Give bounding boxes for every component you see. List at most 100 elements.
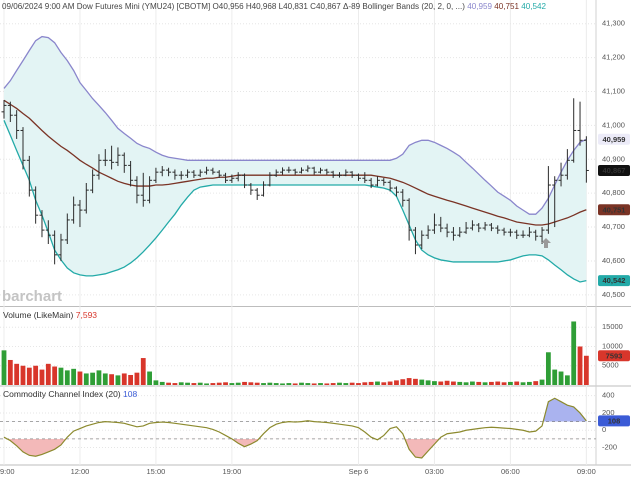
volume-bar bbox=[229, 383, 235, 385]
cci-tag: 108 bbox=[608, 416, 621, 425]
volume-bar bbox=[438, 381, 444, 385]
volume-bar bbox=[419, 379, 425, 385]
upper-band-tag-bg bbox=[598, 133, 630, 145]
header-text: 09/06/2024 9:00 AM Dow Futures Mini (YMU… bbox=[2, 2, 465, 11]
y-tick-label: 41,200 bbox=[602, 53, 625, 62]
volume-bar bbox=[121, 373, 127, 385]
volume-bar bbox=[210, 383, 216, 385]
volume-title-text: Volume (LikeMain) bbox=[3, 310, 74, 320]
volume-bar bbox=[330, 383, 336, 385]
volume-bar bbox=[45, 363, 51, 385]
volume-bar bbox=[242, 381, 247, 385]
volume-bar bbox=[115, 375, 121, 385]
volume-bar bbox=[292, 383, 298, 385]
volume-bar bbox=[223, 382, 228, 385]
y-tick-label: 200 bbox=[602, 408, 615, 417]
volume-bar bbox=[324, 383, 330, 385]
y-tick-label: 41,000 bbox=[602, 120, 625, 129]
volume-bar bbox=[337, 382, 342, 385]
volume-bar bbox=[552, 369, 558, 385]
volume-bar bbox=[83, 373, 89, 385]
volume-bar bbox=[476, 381, 482, 385]
volume-bar bbox=[318, 383, 323, 385]
middle-band-tag-bg bbox=[598, 204, 630, 216]
volume-bar bbox=[96, 370, 102, 385]
volume-bar bbox=[482, 382, 488, 385]
lower-band-value: 40,542 bbox=[521, 2, 546, 11]
band-line bbox=[3, 35, 587, 215]
volume-bar bbox=[71, 368, 77, 385]
volume-bar bbox=[134, 372, 140, 385]
volume-bar bbox=[14, 363, 20, 385]
volume-bar bbox=[539, 379, 545, 385]
volume-bar bbox=[90, 372, 96, 385]
volume-bar bbox=[64, 370, 70, 385]
volume-bar bbox=[280, 383, 285, 385]
volume-bar bbox=[375, 381, 380, 385]
volume-bar bbox=[172, 383, 178, 385]
volume-tag-bg bbox=[598, 350, 630, 362]
upper-band-tag: 40,959 bbox=[603, 135, 626, 144]
volume-bar bbox=[311, 383, 317, 385]
y-tick-label: 400 bbox=[602, 391, 615, 400]
volume-bar bbox=[7, 359, 13, 385]
volume-title: Volume (LikeMain) 7,593 bbox=[3, 310, 97, 320]
volume-bar bbox=[381, 382, 387, 385]
price-header: 09/06/2024 9:00 AM Dow Futures Mini (YMU… bbox=[2, 2, 546, 11]
volume-bar bbox=[39, 369, 45, 385]
volume-bar bbox=[191, 383, 197, 385]
volume-bar bbox=[77, 371, 83, 385]
volume-bar bbox=[526, 381, 532, 385]
y-tick-label: 0 bbox=[602, 425, 606, 434]
volume-bar bbox=[470, 381, 475, 385]
volume-bar bbox=[286, 383, 292, 385]
y-tick-label: 15000 bbox=[602, 322, 623, 331]
band-line bbox=[3, 120, 587, 283]
x-tick-label: 03:00 bbox=[425, 467, 444, 476]
volume-bar bbox=[577, 346, 583, 385]
volume-bar bbox=[349, 382, 355, 385]
volume-bar bbox=[520, 382, 526, 385]
volume-bar bbox=[451, 381, 456, 385]
lower-band-tag: 40,542 bbox=[603, 276, 626, 285]
volume-bar bbox=[387, 381, 393, 385]
volume-bar bbox=[564, 375, 570, 385]
x-tick-label: 19:00 bbox=[222, 467, 241, 476]
volume-bar bbox=[147, 371, 152, 385]
watermark: barchart bbox=[2, 288, 62, 305]
volume-bar bbox=[299, 382, 304, 385]
volume-bar bbox=[508, 381, 513, 385]
volume-tag: 7593 bbox=[606, 351, 623, 360]
volume-bar bbox=[489, 381, 494, 385]
x-tick-label: 9:00 bbox=[0, 467, 15, 476]
volume-bar bbox=[33, 365, 39, 385]
volume-bar bbox=[368, 381, 374, 385]
cci-title-text: Commodity Channel Index (20) bbox=[3, 389, 121, 399]
cci-title: Commodity Channel Index (20) 108 bbox=[3, 389, 137, 399]
y-tick-label: 10000 bbox=[602, 341, 623, 350]
volume-bar bbox=[273, 383, 279, 385]
y-tick-label: 5000 bbox=[602, 361, 619, 370]
volume-bar bbox=[343, 383, 349, 385]
close-tag-bg bbox=[598, 164, 630, 176]
x-tick-label: 06:00 bbox=[501, 467, 520, 476]
volume-bar bbox=[254, 382, 260, 385]
cci-last: 108 bbox=[123, 389, 137, 399]
y-tick-label: 41,300 bbox=[602, 19, 625, 28]
y-tick-label: 40,800 bbox=[602, 188, 625, 197]
y-tick-label: 40,900 bbox=[602, 154, 625, 163]
x-tick-label: 12:00 bbox=[71, 467, 90, 476]
lower-band-tag-bg bbox=[598, 275, 630, 287]
x-tick-label: 09:00 bbox=[577, 467, 596, 476]
upper-band-value: 40,959 bbox=[467, 2, 492, 11]
volume-bar bbox=[514, 381, 520, 385]
y-tick-label: 41,100 bbox=[602, 86, 625, 95]
volume-bar bbox=[216, 382, 222, 385]
volume-bar bbox=[425, 380, 431, 385]
volume-bar bbox=[1, 350, 7, 385]
volume-bar bbox=[394, 380, 399, 385]
volume-bar bbox=[128, 374, 133, 385]
volume-bar bbox=[109, 374, 115, 385]
cci-fill-below bbox=[4, 438, 587, 458]
